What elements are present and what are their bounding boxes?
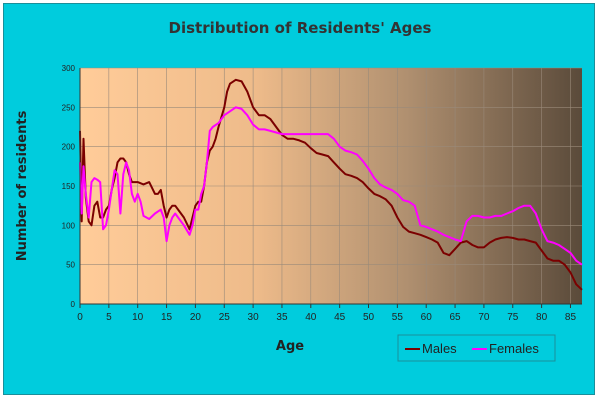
legend: Males Females <box>397 334 556 362</box>
x-tick-label: 20 <box>190 312 202 323</box>
series-line-females <box>79 106 583 266</box>
y-axis-ticks: 0 50 100 150 200 250 300 <box>62 64 76 309</box>
x-tick-label: 10 <box>132 312 144 323</box>
legend-label-males: Males <box>422 341 457 356</box>
x-tick-label: 30 <box>248 312 260 323</box>
y-tick-label: 150 <box>62 182 76 191</box>
x-axis-label: Age <box>276 339 304 354</box>
x-axis-ticks: 0 5 10 15 20 25 30 35 40 45 50 55 60 65 70 75 80 85 <box>77 304 576 323</box>
y-tick-label: 0 <box>71 300 76 309</box>
x-tick-label: 70 <box>478 312 490 323</box>
x-tick-label: 35 <box>276 312 288 323</box>
x-tick-label: 40 <box>305 312 317 323</box>
y-tick-label: 100 <box>62 221 76 230</box>
x-tick-label: 45 <box>334 312 346 323</box>
y-tick-label: 50 <box>66 261 75 270</box>
legend-label-females: Females <box>489 341 539 356</box>
x-tick-label: 55 <box>392 312 404 323</box>
x-tick-label: 15 <box>161 312 173 323</box>
y-tick-label: 300 <box>62 64 76 73</box>
chart-title: Distribution of Residents' Ages <box>169 19 432 37</box>
y-tick-label: 250 <box>62 103 76 112</box>
x-tick-label: 75 <box>507 312 519 323</box>
x-tick-label: 85 <box>565 312 577 323</box>
x-tick-label: 65 <box>449 312 461 323</box>
grid-lines <box>79 67 582 305</box>
x-tick-label: 50 <box>363 312 375 323</box>
x-tick-label: 5 <box>106 312 112 323</box>
y-tick-label: 200 <box>62 143 76 152</box>
series-lines <box>79 78 583 291</box>
x-tick-label: 0 <box>77 312 83 323</box>
y-axis-label: Number of residents <box>15 110 30 261</box>
x-tick-label: 25 <box>219 312 231 323</box>
x-tick-label: 80 <box>536 312 548 323</box>
x-tick-label: 60 <box>421 312 433 323</box>
